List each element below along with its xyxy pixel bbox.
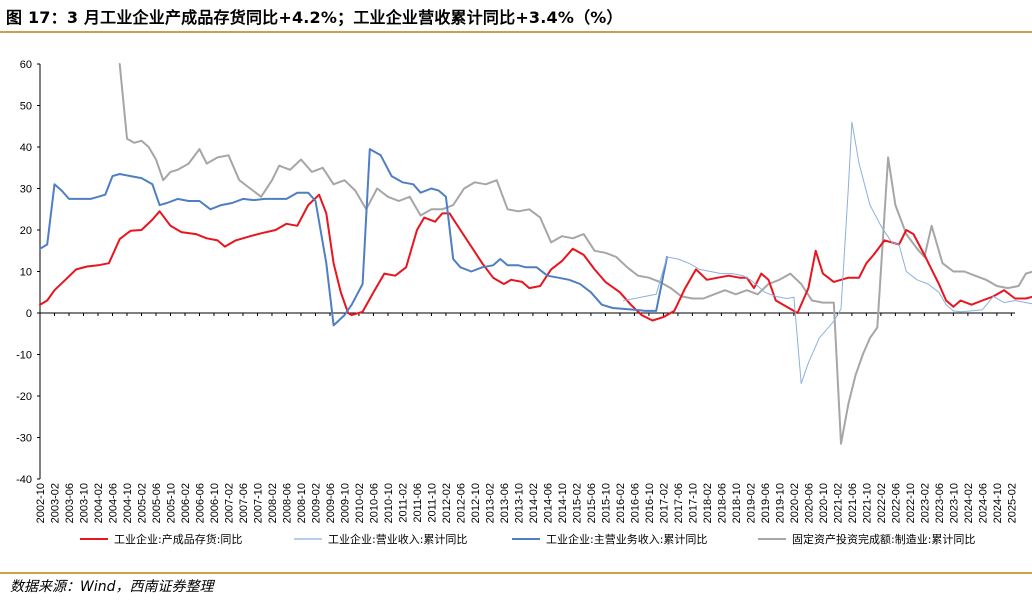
x-tick-label: 2010-10 bbox=[383, 483, 395, 523]
x-tick-label: 2003-10 bbox=[78, 483, 90, 523]
x-tick-label: 2011-10 bbox=[426, 483, 438, 523]
x-tick-label: 2007-02 bbox=[223, 483, 235, 523]
x-tick-label: 2017-02 bbox=[658, 483, 670, 523]
x-tick-label: 2021-02 bbox=[832, 483, 844, 523]
x-tick-label: 2011-06 bbox=[412, 483, 424, 523]
x-tick-label: 2023-02 bbox=[919, 483, 931, 523]
y-tick-label: 0 bbox=[26, 308, 32, 320]
x-tick-label: 2021-10 bbox=[861, 483, 873, 523]
x-tick-label: 2022-06 bbox=[890, 483, 902, 523]
x-tick-label: 2011-02 bbox=[397, 483, 409, 523]
x-tick-label: 2020-06 bbox=[803, 483, 815, 523]
y-tick-label: 40 bbox=[20, 142, 32, 154]
x-tick-label: 2014-10 bbox=[557, 483, 569, 523]
x-tick-label: 2010-06 bbox=[368, 483, 380, 523]
y-tick-label: -20 bbox=[16, 391, 32, 403]
x-tick-label: 2018-02 bbox=[702, 483, 714, 523]
series-layer bbox=[39, 63, 1032, 445]
x-tick-label: 2013-02 bbox=[484, 483, 496, 523]
y-tick-label: -30 bbox=[16, 433, 32, 445]
legend-label: 工业企业:主营业务收入:累计同比 bbox=[546, 532, 707, 546]
x-tick-label: 2003-02 bbox=[49, 483, 61, 523]
x-tick-label: 2007-10 bbox=[252, 483, 264, 523]
x-tick-label: 2004-06 bbox=[107, 483, 119, 523]
x-tick-label: 2016-06 bbox=[629, 483, 641, 523]
source-note: 数据来源：Wind，西南证券整理 bbox=[10, 579, 214, 595]
x-tick-label: 2016-10 bbox=[644, 483, 656, 523]
x-tick-label: 2006-06 bbox=[194, 483, 206, 523]
x-tick-label: 2008-06 bbox=[281, 483, 293, 523]
series-line-4 bbox=[118, 63, 1032, 445]
x-tick-label: 2020-10 bbox=[818, 483, 830, 523]
x-tick-label: 2017-10 bbox=[687, 483, 699, 523]
x-tick-label: 2021-06 bbox=[847, 483, 859, 523]
x-tick-label: 2018-10 bbox=[731, 483, 743, 523]
x-tick-label: 2010-02 bbox=[354, 483, 366, 523]
y-tick-label: 20 bbox=[20, 225, 32, 237]
x-tick-label: 2009-06 bbox=[325, 483, 337, 523]
x-tick-label: 2018-06 bbox=[716, 483, 728, 523]
x-tick-label: 2012-06 bbox=[455, 483, 467, 523]
x-tick-label: 2002-10 bbox=[35, 483, 47, 523]
x-tick-label: 2006-10 bbox=[209, 483, 221, 523]
legend: 工业企业:产成品存货:同比 工业企业:营业收入:累计同比 工业企业:主营业务收入:累… bbox=[80, 532, 975, 546]
y-tick-label: -10 bbox=[16, 350, 32, 362]
x-tick-label: 2003-06 bbox=[64, 483, 76, 523]
x-tick-label: 2024-06 bbox=[977, 483, 989, 523]
x-tick-label: 2007-06 bbox=[238, 483, 250, 523]
x-tick-label: 2013-10 bbox=[513, 483, 525, 523]
top-rule bbox=[0, 31, 1032, 33]
x-tick-label: 2009-02 bbox=[310, 483, 322, 523]
x-tick-label: 2004-10 bbox=[122, 483, 134, 523]
x-tick-label: 2008-02 bbox=[267, 483, 279, 523]
x-tick-label: 2025-02 bbox=[1006, 483, 1018, 523]
y-tick-label: 60 bbox=[20, 59, 32, 71]
x-tick-label: 2006-02 bbox=[180, 483, 192, 523]
y-tick-label: 30 bbox=[20, 184, 32, 196]
x-tick-label: 2012-02 bbox=[441, 483, 453, 523]
legend-label: 固定资产投资完成额:制造业:累计同比 bbox=[792, 532, 975, 546]
x-tick-label: 2004-02 bbox=[93, 483, 105, 523]
x-tick-label: 2020-02 bbox=[789, 483, 801, 523]
x-tick-label: 2015-10 bbox=[600, 483, 612, 523]
x-tick-label: 2024-10 bbox=[992, 483, 1004, 523]
x-tick-label: 2009-10 bbox=[339, 483, 351, 523]
x-tick-label: 2017-06 bbox=[673, 483, 685, 523]
page-title: 图 17：3 月工业企业产成品存货同比+4.2%；工业企业营收累计同比+3.4%… bbox=[6, 8, 623, 27]
x-tick-label: 2014-02 bbox=[528, 483, 540, 523]
x-tick-label: 2005-02 bbox=[136, 483, 148, 523]
series-line-2 bbox=[623, 121, 1032, 385]
bottom-rule bbox=[0, 572, 1032, 574]
y-tick-label: 10 bbox=[20, 267, 32, 279]
x-tick-label: 2014-06 bbox=[542, 483, 554, 523]
x-tick-label: 2015-02 bbox=[571, 483, 583, 523]
x-tick-label: 2016-02 bbox=[615, 483, 627, 523]
legend-label: 工业企业:营业收入:累计同比 bbox=[328, 532, 467, 546]
x-tick-label: 2022-10 bbox=[905, 483, 917, 523]
x-tick-label: 2019-06 bbox=[760, 483, 772, 523]
legend-label: 工业企业:产成品存货:同比 bbox=[114, 532, 242, 546]
series-line-3 bbox=[39, 148, 668, 327]
series-line-1 bbox=[39, 193, 1032, 322]
x-tick-label: 2013-06 bbox=[499, 483, 511, 523]
x-tick-label: 2008-10 bbox=[296, 483, 308, 523]
x-tick-label: 2023-06 bbox=[934, 483, 946, 523]
x-tick-label: 2022-02 bbox=[876, 483, 888, 523]
x-tick-label: 2015-06 bbox=[586, 483, 598, 523]
x-tick-label: 2019-10 bbox=[774, 483, 786, 523]
x-tick-label: 2005-06 bbox=[151, 483, 163, 523]
y-tick-label: -40 bbox=[16, 474, 32, 486]
x-tick-label: 2005-10 bbox=[165, 483, 177, 523]
x-tick-label: 2024-02 bbox=[963, 483, 975, 523]
y-tick-label: 50 bbox=[20, 101, 32, 113]
x-tick-label: 2023-10 bbox=[948, 483, 960, 523]
x-tick-label: 2012-10 bbox=[470, 483, 482, 523]
x-tick-label: 2019-02 bbox=[745, 483, 757, 523]
